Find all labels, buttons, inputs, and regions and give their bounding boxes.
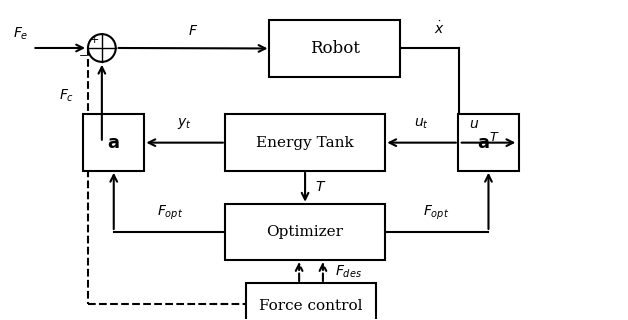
Text: $T$: $T$ xyxy=(315,180,327,194)
Text: Robot: Robot xyxy=(310,40,360,57)
Text: $F_{opt}$: $F_{opt}$ xyxy=(423,204,450,222)
Text: +: + xyxy=(90,35,100,45)
Text: Energy Tank: Energy Tank xyxy=(256,136,354,150)
Text: $y_t$: $y_t$ xyxy=(177,116,192,131)
Text: $F_{des}$: $F_{des}$ xyxy=(335,263,362,280)
Text: $\mathbf{a}$: $\mathbf{a}$ xyxy=(107,134,120,152)
Text: $\mathbf{a}^T$: $\mathbf{a}^T$ xyxy=(477,132,500,153)
Text: $u_t$: $u_t$ xyxy=(414,116,429,131)
Text: $u$: $u$ xyxy=(468,117,479,131)
Text: Optimizer: Optimizer xyxy=(266,225,344,239)
Text: $F_{opt}$: $F_{opt}$ xyxy=(156,204,183,222)
FancyBboxPatch shape xyxy=(225,204,386,260)
Text: $F_c$: $F_c$ xyxy=(59,87,74,103)
FancyBboxPatch shape xyxy=(246,283,376,320)
Text: −: − xyxy=(79,51,89,61)
FancyBboxPatch shape xyxy=(458,114,519,171)
Text: Force control: Force control xyxy=(259,299,363,313)
Text: $F_e$: $F_e$ xyxy=(13,26,28,42)
FancyBboxPatch shape xyxy=(269,20,400,77)
FancyBboxPatch shape xyxy=(225,114,386,171)
Text: $F$: $F$ xyxy=(188,24,198,38)
Text: $\dot{x}$: $\dot{x}$ xyxy=(433,20,444,36)
FancyBboxPatch shape xyxy=(83,114,144,171)
